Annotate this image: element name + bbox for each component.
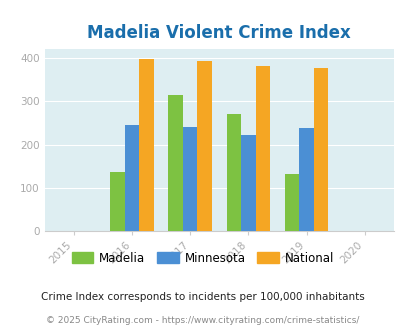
Bar — [124, 125, 139, 231]
Title: Madelia Violent Crime Index: Madelia Violent Crime Index — [87, 24, 350, 42]
Bar — [182, 127, 197, 231]
Bar — [139, 58, 153, 231]
Bar — [298, 128, 313, 231]
Bar — [255, 66, 269, 231]
Bar — [197, 61, 211, 231]
Bar — [241, 135, 255, 231]
Text: © 2025 CityRating.com - https://www.cityrating.com/crime-statistics/: © 2025 CityRating.com - https://www.city… — [46, 315, 359, 325]
Text: Crime Index corresponds to incidents per 100,000 inhabitants: Crime Index corresponds to incidents per… — [41, 292, 364, 302]
Bar — [284, 174, 298, 231]
Bar — [226, 114, 241, 231]
Legend: Madelia, Minnesota, National: Madelia, Minnesota, National — [67, 247, 338, 269]
Bar — [168, 95, 182, 231]
Bar — [110, 172, 124, 231]
Bar — [313, 68, 328, 231]
